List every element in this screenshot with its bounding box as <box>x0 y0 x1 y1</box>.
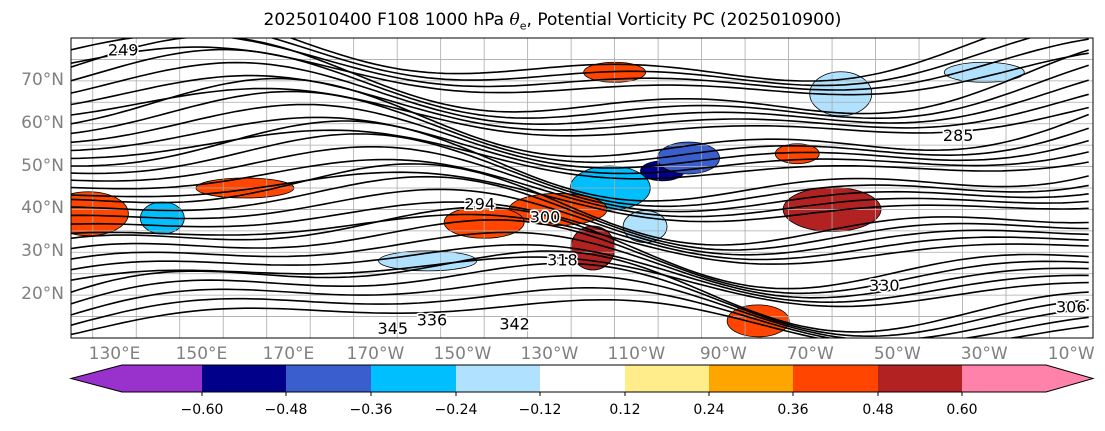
longitude-tick-label: 150°W <box>433 344 492 364</box>
contour-label: 300 <box>530 208 561 227</box>
latitude-tick-label: 30°N <box>21 241 64 262</box>
colorbar-outline <box>69 364 1095 393</box>
colorbar-tick-label: 0.60 <box>946 402 978 418</box>
longitude-tick-label: 10°W <box>1047 344 1095 364</box>
longitude-tick-label: 170°W <box>346 344 405 364</box>
longitude-tick-label: 70°W <box>786 344 834 364</box>
theta-e-contour <box>71 188 1089 256</box>
colorbar-extend-high <box>962 365 1093 392</box>
title-subscript: e <box>519 19 527 33</box>
contour-label: 330 <box>869 276 900 295</box>
colorbar-tick-label: 0.24 <box>693 402 725 418</box>
colorbar-tick-label: −0.60 <box>180 402 224 418</box>
latitude-tick-label: 70°N <box>21 69 64 90</box>
map-area: 249 285 294 336 342 345 330 306 300 318 <box>71 38 1093 338</box>
colorbar-segment <box>286 365 371 392</box>
colorbar-tick-label: −0.24 <box>434 402 478 418</box>
pv-region <box>726 304 790 338</box>
longitude-tick-label: 110°W <box>607 344 666 364</box>
colorbar-segment <box>625 365 709 392</box>
theta-e-contour <box>71 201 1089 261</box>
theta-e-contour <box>71 219 1089 295</box>
theta-e-contour <box>71 287 1089 338</box>
theta-e-contour <box>71 146 1089 213</box>
colorbar-segment <box>456 365 540 392</box>
colorbar-tick-label: −0.36 <box>349 402 393 418</box>
theta-e-contour <box>71 206 1089 290</box>
colorbar-segment <box>371 365 456 392</box>
theta-e-contour <box>71 243 1089 304</box>
theta-e-contour <box>71 38 1089 91</box>
latitude-tick-label: 50°N <box>21 155 64 176</box>
colorbar-tick-label: 0.48 <box>862 402 894 418</box>
chart-title: 2025010400 F108 1000 hPa θe, Potential V… <box>0 10 1105 32</box>
theta-e-contour <box>71 61 1089 126</box>
colorbar-extend-low <box>71 365 202 392</box>
colorbar-segment <box>202 365 286 392</box>
theta-e-contour <box>71 116 1089 175</box>
title-text-suffix: , Potential Vorticity PC (2025010900) <box>526 10 842 30</box>
pv-region <box>943 61 1025 83</box>
theta-e-contour <box>71 90 1089 164</box>
longitude-tick-label: 30°W <box>960 344 1008 364</box>
longitude-tick-label: 90°W <box>699 344 747 364</box>
contour-labels: 249 285 294 336 342 345 330 306 300 318 <box>106 39 1088 338</box>
colorbar-tick-label: −0.48 <box>264 402 308 418</box>
theta-e-contour <box>269 38 1033 87</box>
latitude-tick-label: 40°N <box>21 198 64 219</box>
theta-e-contour <box>71 133 1089 208</box>
theta-e-contour <box>71 256 1089 308</box>
title-text: 2025010400 F108 1000 hPa <box>263 10 510 30</box>
theta-e-contour <box>288 38 988 82</box>
contour-label: 285 <box>943 126 974 145</box>
theta-e-contour <box>71 77 1089 158</box>
map-frame <box>70 37 1094 339</box>
theta-e-contour <box>71 163 1089 246</box>
theta-e-contour <box>71 213 1089 265</box>
theta-e-contour <box>71 171 1089 223</box>
latitude-tick-label: 60°N <box>21 112 64 133</box>
colorbar-segment <box>540 365 625 392</box>
theta-e-contour <box>71 103 1089 169</box>
colorbar-segment <box>878 365 962 392</box>
contour-label: 345 <box>378 319 409 338</box>
longitude-tick-label: 50°W <box>873 344 921 364</box>
theta-e-contour <box>71 262 1089 338</box>
theta-e-contour <box>71 250 1089 333</box>
theta-e-contour <box>71 231 1089 299</box>
theta-e-contours <box>71 38 1089 338</box>
theta-e-contour <box>71 175 1089 251</box>
contour-label: 342 <box>499 315 530 334</box>
colorbar-tick-label: −0.12 <box>518 402 562 418</box>
theta-e-contour <box>71 46 1089 96</box>
colorbar-segment <box>709 365 793 392</box>
title-theta-symbol: θ <box>509 10 520 30</box>
contour-label: 294 <box>465 195 496 214</box>
longitude-tick-label: 170°E <box>262 344 315 364</box>
theta-e-contour <box>71 129 1089 180</box>
theta-e-contour <box>71 158 1089 218</box>
theta-e-contour <box>71 299 1089 338</box>
colorbar <box>69 364 1095 396</box>
contour-label: 306 <box>1056 298 1087 317</box>
longitude-tick-label: 150°E <box>175 344 228 364</box>
longitude-tick-label: 130°W <box>520 344 579 364</box>
theta-e-contour <box>71 274 1089 338</box>
theta-e-contour <box>71 87 1089 137</box>
latitude-tick-label: 20°N <box>21 284 64 305</box>
longitude-tick-label: 130°E <box>88 344 141 364</box>
contour-label: 318 <box>547 250 578 269</box>
colorbar-tick-label: 0.36 <box>777 402 809 418</box>
theta-e-contour <box>71 74 1089 131</box>
colorbar-segment <box>793 365 878 392</box>
contour-label: 249 <box>108 40 139 59</box>
colorbar-tick-label: 0.12 <box>609 402 641 418</box>
contour-label: 336 <box>417 310 448 329</box>
